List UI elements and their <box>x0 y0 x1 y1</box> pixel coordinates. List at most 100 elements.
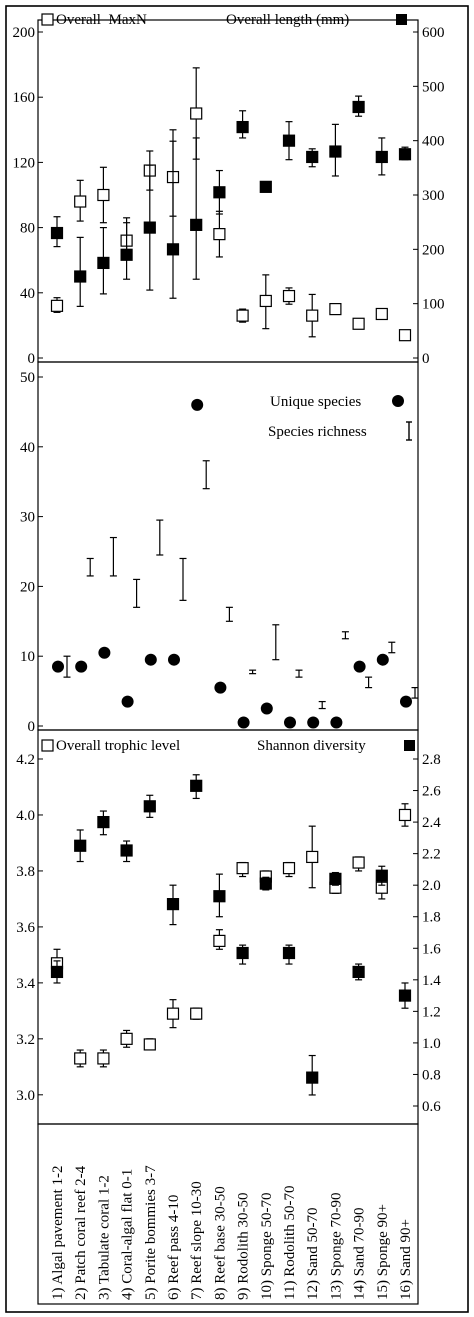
shannon-point <box>259 877 272 890</box>
left-axis-tick-label: 3.2 <box>16 1032 35 1048</box>
category-label: 8) Reef base 30-50 <box>212 1186 228 1300</box>
legend-maxn-label: Overall MaxN <box>56 12 147 28</box>
unique-species-point <box>376 653 389 666</box>
trophic-point <box>166 1007 180 1020</box>
right-axis-tick-label: 200 <box>422 242 445 258</box>
unique-species-point <box>52 660 64 673</box>
category-label: 1) Algal pavement 1-2 <box>50 1165 66 1300</box>
maxn-point <box>236 309 249 322</box>
right-axis-tick-label: 0.8 <box>422 1067 441 1083</box>
unique-species-point <box>144 653 157 666</box>
panel-trophic-shannon: 3.0 3.2 3.4 3.6 3.8 4.0 4.2 0.6 0.8 1.0 1.2 1.4 1.6 1… <box>16 729 441 1125</box>
length-point <box>306 150 319 164</box>
unique-species-point <box>214 681 227 694</box>
trophic-point <box>282 862 296 875</box>
legend-length-label: Overall length (mm) <box>226 12 349 28</box>
trophic-point <box>306 850 319 864</box>
length-point <box>375 150 388 164</box>
panel-maxn-length: 0 40 80 120 160 200 0 100 200 300 400 500 600 Overal… <box>13 12 445 367</box>
shannon-point <box>74 839 87 852</box>
unique-species-point <box>353 660 366 673</box>
maxn-point <box>375 307 388 321</box>
left-axis-tick-label: 3.0 <box>16 1088 35 1104</box>
unique-species-point <box>98 646 111 659</box>
panel1-axis-ticks: 0 40 80 120 160 200 0 100 200 300 400 500 600 <box>13 25 445 367</box>
category-label: 3) Tabulate coral 1-2 <box>96 1175 112 1300</box>
legend-trophic-label: Overall trophic level <box>56 738 180 754</box>
legend-filled-circle-marker <box>392 395 404 407</box>
trophic-point <box>97 1052 110 1065</box>
trophic-point <box>120 1032 133 1045</box>
shannon-point <box>166 898 180 911</box>
shannon-point <box>50 965 64 979</box>
legend-unique-label: Unique species <box>270 394 361 410</box>
category-label: 16) Sand 90+ <box>398 1219 414 1300</box>
right-axis-tick-label: 1.6 <box>422 941 441 957</box>
trophic-point <box>398 808 412 822</box>
length-point <box>166 243 180 256</box>
right-axis-tick-label: 2.0 <box>422 878 441 894</box>
panel3-axis-ticks: 3.0 3.2 3.4 3.6 3.8 4.0 4.2 0.6 0.8 1.0 1.2 1.4 1.6 1… <box>16 752 441 1115</box>
left-axis-tick-label: 3.8 <box>16 864 35 880</box>
legend-range-bar-marker <box>406 421 412 441</box>
trophic-point <box>143 1038 156 1051</box>
unique-species-point <box>260 702 273 715</box>
right-axis-tick-label: 600 <box>422 25 445 41</box>
right-axis-tick-label: 2.8 <box>422 752 441 768</box>
right-axis-tick-label: 300 <box>422 188 445 204</box>
outer-frame <box>5 5 469 1313</box>
length-point <box>398 148 412 161</box>
trophic-point <box>213 934 226 947</box>
left-axis-tick-label: 40 <box>20 286 35 302</box>
legend-open-square-marker <box>41 13 54 26</box>
right-axis-tick-label: 500 <box>422 79 445 95</box>
right-axis-tick-label: 1.4 <box>422 973 441 989</box>
right-axis-tick-label: 0 <box>422 351 430 367</box>
category-label: 2) Patch coral reef 2-4 <box>73 1165 89 1300</box>
maxn-point <box>306 309 319 322</box>
panel2-axis-ticks: 0 10 20 30 40 50 <box>20 370 43 735</box>
length-point <box>190 218 203 231</box>
length-point <box>74 270 87 283</box>
left-axis-tick-label: 10 <box>20 649 35 665</box>
right-axis-tick-label: 1.8 <box>422 910 441 926</box>
left-axis-tick-label: 20 <box>20 579 35 595</box>
category-label: 12) Sand 50-70 <box>305 1208 321 1301</box>
right-axis-tick-label: 1.0 <box>422 1036 441 1052</box>
maxn-point <box>398 329 412 342</box>
maxn-point <box>50 299 64 312</box>
legend-shannon-label: Shannon diversity <box>257 738 366 754</box>
unique-species-point <box>75 660 88 673</box>
trophic-point <box>236 862 249 875</box>
length-point <box>120 248 133 261</box>
panel-species: 0 10 20 30 40 50 Unique species Species richn… <box>20 361 419 735</box>
left-axis-tick-label: 50 <box>20 370 35 386</box>
left-axis-tick-label: 4.2 <box>16 752 35 768</box>
right-axis-tick-label: 100 <box>422 297 445 313</box>
trophic-point <box>190 1007 203 1020</box>
category-label: 9) Rodolith 30-50 <box>236 1193 252 1301</box>
category-label: 10) Sponge 50-70 <box>259 1193 275 1301</box>
unique-species-point <box>237 716 250 729</box>
category-label-panel <box>37 1123 419 1305</box>
maxn-point <box>97 188 110 202</box>
left-axis-tick-label: 0 <box>28 719 36 735</box>
legend-filled-square-marker <box>404 740 415 751</box>
shannon-point <box>375 869 388 882</box>
category-label: 15) Sponge 90+ <box>375 1204 391 1300</box>
category-labels: 1) Algal pavement 1-2 2) Patch coral reef… <box>50 1165 414 1300</box>
maxn-point <box>282 289 296 303</box>
maxn-point <box>213 228 226 241</box>
legend-richness-label: Species richness <box>268 424 367 440</box>
maxn-point <box>259 294 272 308</box>
category-label: 4) Coral-algal flat 0-1 <box>120 1169 136 1300</box>
maxn-point <box>352 317 365 330</box>
maxn-point <box>74 195 87 208</box>
unique-species-point <box>191 398 204 411</box>
shannon-point <box>236 946 249 960</box>
left-axis-tick-label: 0 <box>28 351 36 367</box>
length-point <box>213 186 226 199</box>
right-axis-tick-label: 1.2 <box>422 1004 441 1020</box>
unique-species-point <box>307 716 320 729</box>
